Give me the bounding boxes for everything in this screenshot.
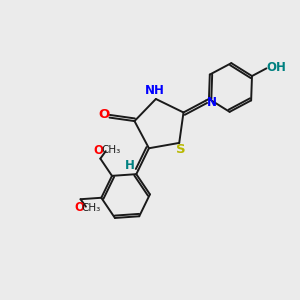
Text: O: O [98, 107, 110, 121]
Text: NH: NH [144, 84, 164, 97]
Text: S: S [176, 143, 185, 156]
Text: CH₃: CH₃ [81, 202, 101, 212]
Text: O: O [74, 201, 84, 214]
Text: H: H [125, 159, 135, 172]
Text: O: O [94, 144, 104, 157]
Text: N: N [207, 96, 217, 109]
Text: CH₃: CH₃ [101, 145, 120, 155]
Text: OH: OH [266, 61, 286, 74]
